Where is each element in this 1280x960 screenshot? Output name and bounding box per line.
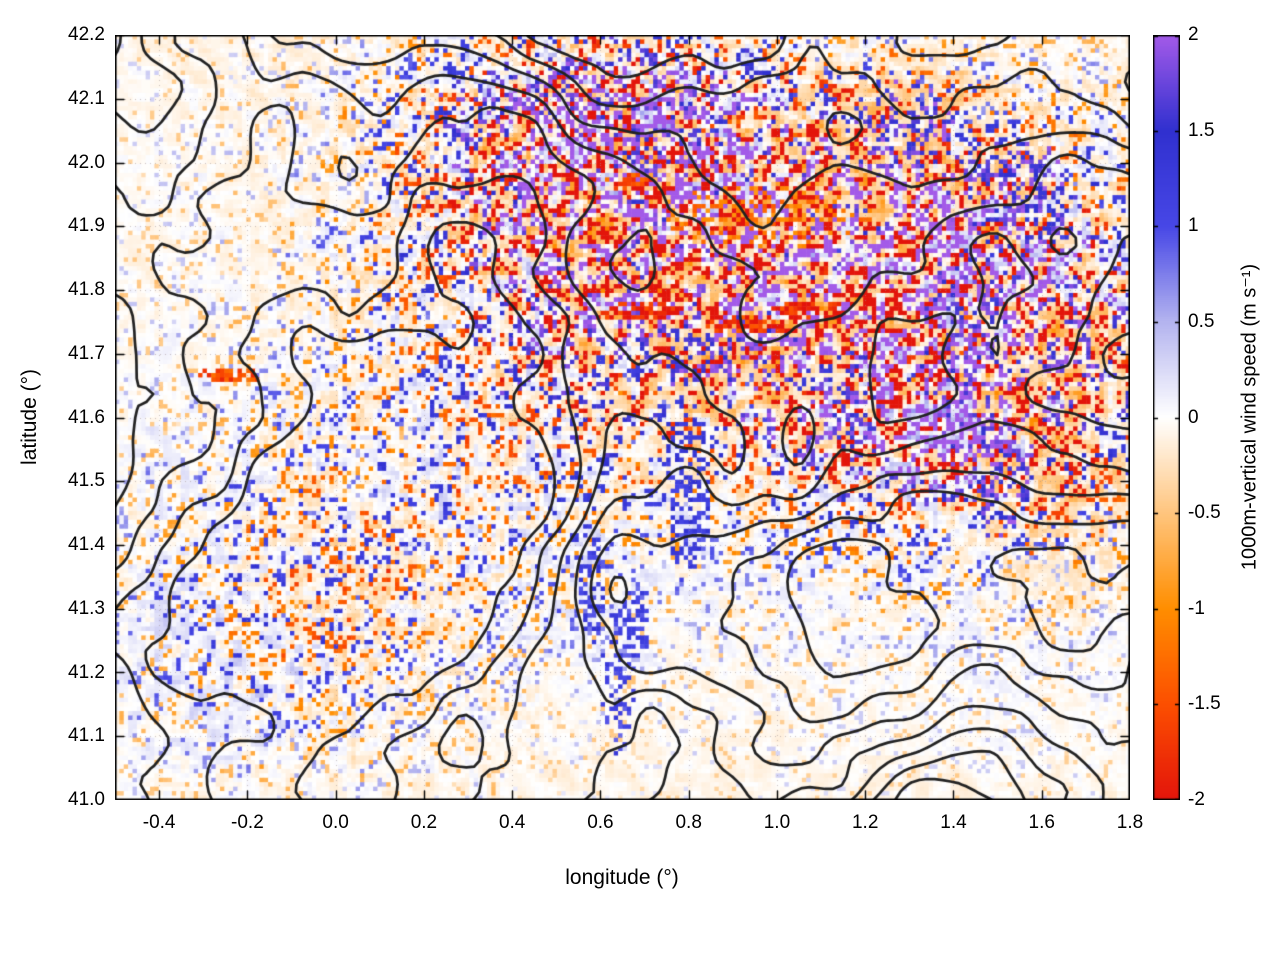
heatmap-plot-canvas bbox=[115, 35, 1130, 800]
x-tick-label: -0.4 bbox=[142, 812, 176, 833]
y-tick-label: 41.2 bbox=[68, 661, 105, 683]
x-tick-label: 1.2 bbox=[851, 812, 879, 833]
y-tick-label: 42.1 bbox=[68, 87, 105, 109]
y-tick-label: 41.4 bbox=[68, 534, 105, 555]
y-tick-label: 41.9 bbox=[68, 215, 105, 237]
y-tick-label: 41.8 bbox=[68, 279, 105, 300]
colorbar-tick-label: -1 bbox=[1188, 597, 1205, 619]
y-tick-label: 41.3 bbox=[68, 597, 105, 619]
colorbar-label: 1000m-vertical wind speed (m s⁻¹) bbox=[1238, 263, 1261, 571]
y-tick-label: 41.5 bbox=[68, 470, 105, 492]
x-tick-label: 0.8 bbox=[675, 812, 702, 833]
y-tick-label: 42.2 bbox=[68, 24, 105, 45]
colorbar-tick-label: 0.5 bbox=[1188, 310, 1215, 332]
y-tick-label: 41.6 bbox=[68, 406, 105, 428]
y-tick-label: 41.0 bbox=[68, 789, 105, 810]
y-tick-label: 41.1 bbox=[68, 725, 105, 747]
colorbar bbox=[1153, 35, 1180, 800]
colorbar-tick-label: 1.5 bbox=[1188, 119, 1215, 141]
colorbar-tick-label: -1.5 bbox=[1188, 693, 1221, 715]
y-axis-label: latitude (°) bbox=[18, 369, 41, 465]
x-tick-label: 0.4 bbox=[498, 812, 526, 833]
x-axis-label: longitude (°) bbox=[565, 866, 679, 889]
x-tick-label: 0.0 bbox=[322, 812, 349, 833]
x-tick-label: 1.0 bbox=[763, 812, 791, 833]
x-tick-label: 0.6 bbox=[587, 812, 614, 833]
x-tick-label: 1.8 bbox=[1116, 812, 1144, 833]
colorbar-tick-label: -2 bbox=[1188, 789, 1205, 810]
x-tick-label: 0.2 bbox=[410, 812, 438, 833]
colorbar-tick-label: 2 bbox=[1188, 24, 1199, 45]
y-tick-label: 42.0 bbox=[68, 151, 105, 173]
y-tick-label: 41.7 bbox=[68, 342, 105, 364]
colorbar-tick-label: 0 bbox=[1188, 406, 1199, 428]
colorbar-tick-label: -0.5 bbox=[1188, 502, 1221, 524]
x-tick-label: -0.2 bbox=[231, 812, 264, 833]
x-tick-label: 1.6 bbox=[1028, 812, 1055, 833]
x-tick-label: 1.4 bbox=[940, 812, 967, 833]
colorbar-tick-label: 1 bbox=[1188, 215, 1199, 237]
